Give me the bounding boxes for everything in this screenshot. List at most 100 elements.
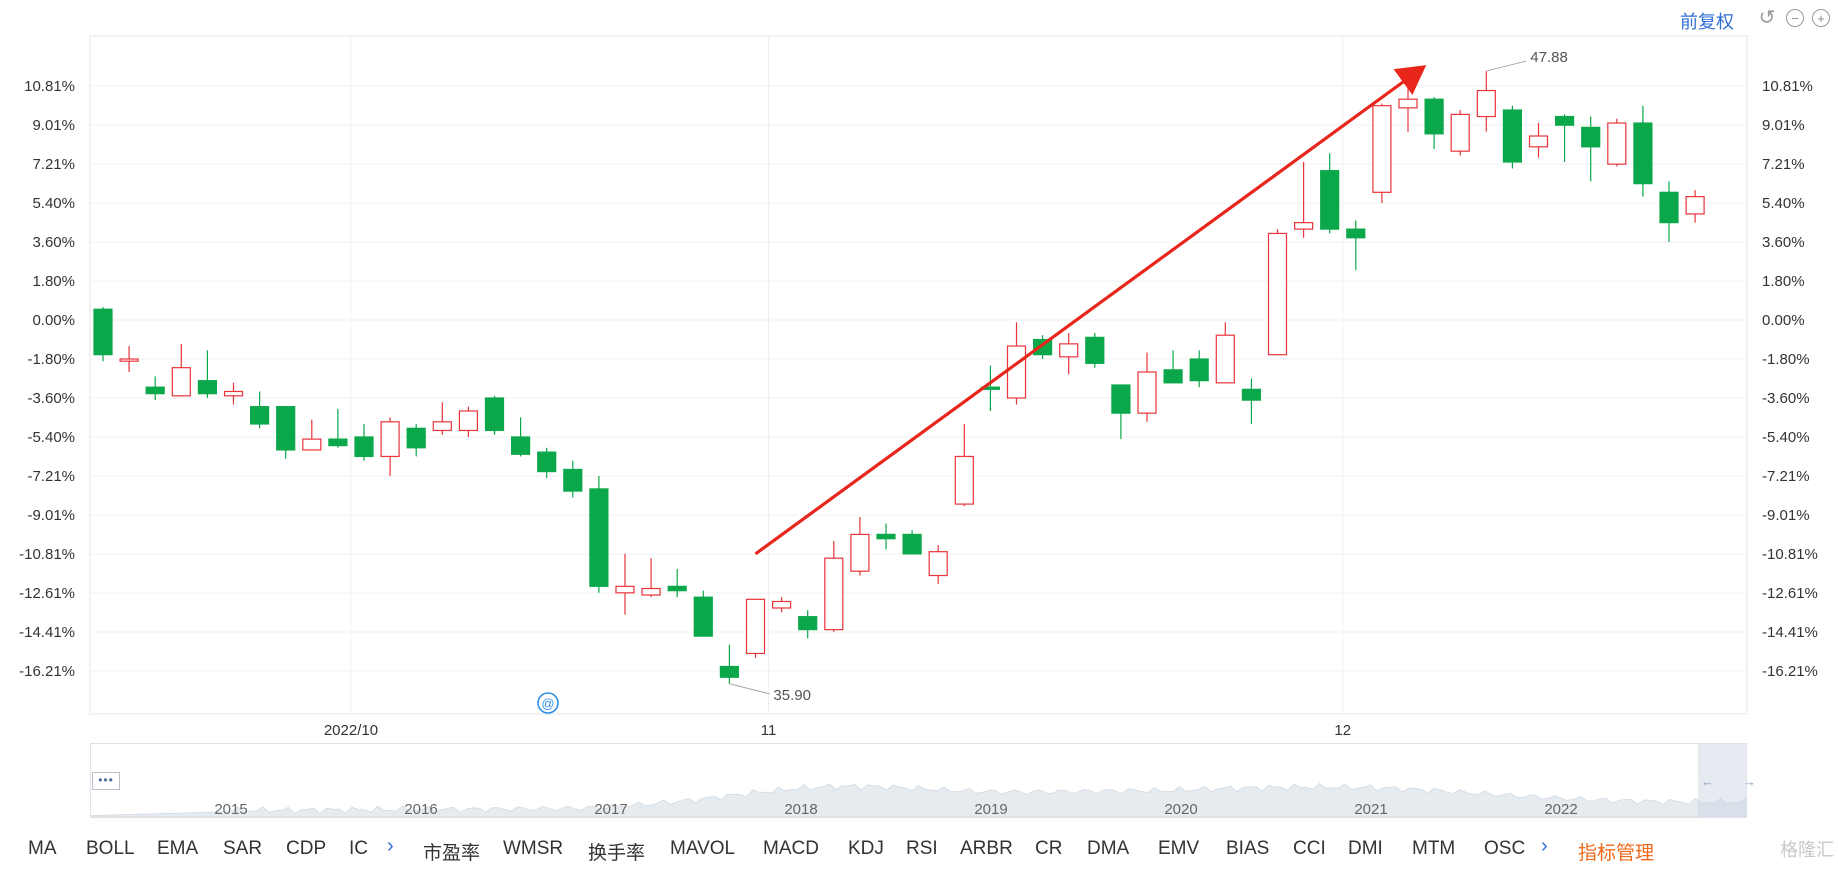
indicator-tab[interactable]: EMA [157, 838, 199, 859]
tabs-scroll-right-icon[interactable]: › [1541, 835, 1548, 857]
indicator-tab[interactable]: CCI [1293, 838, 1326, 859]
min-value-label: 35.90 [773, 687, 811, 704]
candle[interactable] [1450, 110, 1470, 156]
candle[interactable] [511, 417, 531, 457]
indicator-tab[interactable]: 换手率 [588, 843, 646, 864]
candle[interactable] [276, 406, 296, 459]
candle[interactable] [1372, 103, 1392, 204]
candle[interactable] [954, 423, 974, 507]
candle[interactable] [615, 553, 635, 615]
undo-icon[interactable]: ↺ [1758, 7, 1776, 29]
indicator-tab[interactable]: SAR [223, 838, 263, 859]
indicator-tab[interactable]: IC [349, 838, 368, 859]
indicator-tab[interactable]: RSI [906, 838, 938, 859]
indicator-tab[interactable]: MTM [1412, 838, 1456, 859]
candle[interactable] [380, 417, 400, 476]
candle[interactable] [171, 343, 191, 397]
candle[interactable] [537, 447, 557, 479]
y-tick-label-right: 9.01% [1762, 117, 1805, 134]
candle[interactable] [1189, 350, 1209, 388]
zoom-in-icon[interactable]: + [1812, 9, 1830, 27]
candle[interactable] [1215, 322, 1235, 384]
candle[interactable] [1581, 116, 1601, 182]
indicator-tab[interactable]: MAVOL [670, 838, 736, 859]
nav-right-arrow-icon[interactable]: → [1743, 774, 1756, 789]
candle[interactable] [1502, 105, 1523, 169]
candlestick-chart[interactable]: 10.81% 9.01% 7.21% 5.40% 3.60% 1.80% 0.00% -1.8… [0, 0, 1838, 740]
candle[interactable] [197, 350, 217, 398]
candle[interactable] [406, 423, 426, 457]
candle[interactable] [1085, 333, 1105, 368]
candle[interactable] [1346, 220, 1366, 271]
candle[interactable] [1137, 352, 1157, 422]
candle[interactable] [902, 530, 922, 555]
candle[interactable] [1528, 123, 1549, 158]
candle[interactable] [250, 391, 270, 429]
candle[interactable] [354, 423, 374, 461]
indicator-tab[interactable]: WMSR [503, 838, 564, 859]
candle[interactable] [1424, 97, 1444, 150]
zoom-out-icon[interactable]: − [1786, 9, 1804, 27]
candle[interactable] [876, 523, 896, 550]
navigator-selection[interactable] [1698, 744, 1746, 817]
indicator-tab[interactable]: CDP [286, 838, 327, 859]
indicator-tab[interactable]: DMI [1348, 838, 1383, 859]
candle[interactable] [328, 408, 348, 448]
candle-body-up [954, 455, 974, 505]
candle[interactable] [1293, 161, 1314, 238]
candle[interactable] [484, 395, 505, 435]
candle[interactable] [93, 307, 113, 362]
event-marker[interactable]: @ [537, 692, 559, 714]
candle[interactable] [119, 346, 139, 373]
candle[interactable] [302, 419, 322, 451]
candle[interactable] [1241, 378, 1262, 424]
indicator-tab[interactable]: BIAS [1226, 838, 1270, 859]
candle[interactable] [824, 540, 844, 632]
candle[interactable] [1163, 350, 1183, 384]
candle[interactable] [667, 569, 687, 598]
candle[interactable] [1607, 118, 1627, 167]
candle[interactable] [223, 382, 244, 405]
candle[interactable] [798, 610, 818, 639]
candle[interactable] [1633, 105, 1653, 197]
candle[interactable] [1111, 384, 1131, 440]
indicator-tab[interactable]: MA [28, 838, 57, 859]
navigator-year-label: 2017 [594, 801, 628, 818]
indicator-tab[interactable]: BOLL [86, 838, 135, 859]
indicator-tab[interactable]: ARBR [960, 838, 1013, 859]
indicator-tab[interactable]: CR [1035, 838, 1063, 859]
candle[interactable] [771, 597, 792, 613]
candle[interactable] [1476, 71, 1496, 132]
indicator-tab[interactable]: OSC [1484, 838, 1526, 859]
candle[interactable] [563, 460, 583, 498]
candle[interactable] [1685, 190, 1705, 223]
candle[interactable] [641, 558, 661, 598]
price-adjust-button[interactable]: 前复权 [1680, 12, 1734, 32]
candle[interactable] [928, 545, 948, 585]
indicator-tab[interactable]: MACD [763, 838, 819, 859]
candle[interactable] [1320, 153, 1340, 234]
candle[interactable] [145, 376, 165, 401]
nav-left-arrow-icon[interactable]: ← [1701, 774, 1714, 789]
navigator-year-label: 2015 [214, 801, 248, 818]
candle[interactable] [589, 475, 609, 593]
navigator-handle[interactable]: ••• [92, 772, 120, 790]
candle[interactable] [432, 402, 452, 435]
candle[interactable] [719, 644, 740, 684]
candle[interactable] [1659, 181, 1679, 243]
candle[interactable] [458, 406, 478, 437]
candle[interactable] [1267, 229, 1288, 356]
navigator-year-label: 2016 [404, 801, 438, 818]
time-navigator[interactable]: ••• ← → 2015 2016 2017 2018 2019 2020 2021 2022 [90, 743, 1756, 818]
candle[interactable] [1059, 333, 1079, 375]
indicator-tab[interactable]: 指标管理 [1578, 843, 1655, 864]
indicator-tab[interactable]: 市盈率 [423, 843, 481, 864]
candle[interactable] [693, 590, 713, 637]
indicator-tab[interactable]: DMA [1087, 838, 1130, 859]
indicator-tab[interactable]: KDJ [848, 838, 884, 859]
indicator-tab[interactable]: EMV [1158, 838, 1200, 859]
candle[interactable] [850, 517, 870, 576]
candle[interactable] [745, 598, 766, 658]
candle[interactable] [1554, 114, 1575, 162]
tabs-scroll-right-icon[interactable]: › [387, 835, 394, 857]
